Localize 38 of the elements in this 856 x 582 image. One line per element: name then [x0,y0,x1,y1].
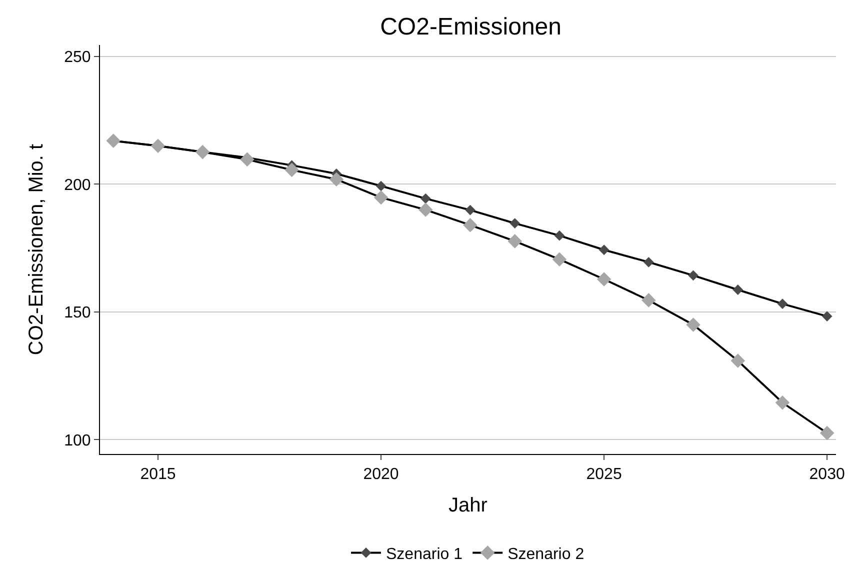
y-tick-label: 200 [64,176,91,194]
point [510,218,520,229]
point [329,172,344,187]
x-tick-label: 2020 [363,466,399,484]
y-tick-label: 250 [64,49,91,66]
point [730,354,746,368]
point [420,193,431,204]
point [376,180,386,192]
y-tick-label: 100 [64,432,91,450]
legend-label: Szenario 1 [386,546,463,563]
point [465,204,476,216]
point [775,396,790,410]
point [598,244,610,256]
point [418,202,433,217]
point [777,298,788,309]
point [732,284,744,295]
point [643,256,654,268]
point [552,252,567,266]
x-tick-label: 2030 [809,466,845,484]
y-tick-label: 150 [64,304,91,322]
point [686,318,700,332]
chart-title: CO2-Emissionen [380,13,562,40]
point [688,270,698,281]
point [554,230,565,241]
y-axis-title: CO2-Emissionen, Mio. t [26,143,48,356]
point [596,272,612,286]
point [642,293,656,308]
point [508,234,522,248]
point [374,190,388,205]
legend-label: Szenario 2 [508,546,584,563]
point [822,311,832,322]
x-axis-title: Jahr [448,494,488,517]
x-tick-label: 2015 [140,466,176,484]
point [820,426,834,440]
point [284,162,299,178]
point [240,152,254,167]
x-tick-label: 2025 [586,466,622,484]
point [463,218,478,232]
